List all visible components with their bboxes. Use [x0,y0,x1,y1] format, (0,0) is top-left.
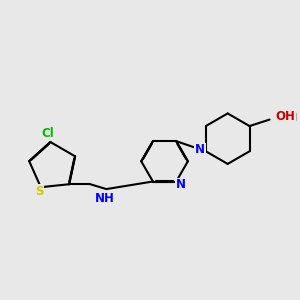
Text: O: O [276,110,286,124]
Text: N: N [195,143,205,156]
Text: NH: NH [95,192,115,205]
Text: N: N [176,178,186,191]
Text: H: H [288,113,297,123]
Text: S: S [35,184,44,198]
Text: OH: OH [275,110,295,123]
Text: Cl: Cl [41,128,54,140]
